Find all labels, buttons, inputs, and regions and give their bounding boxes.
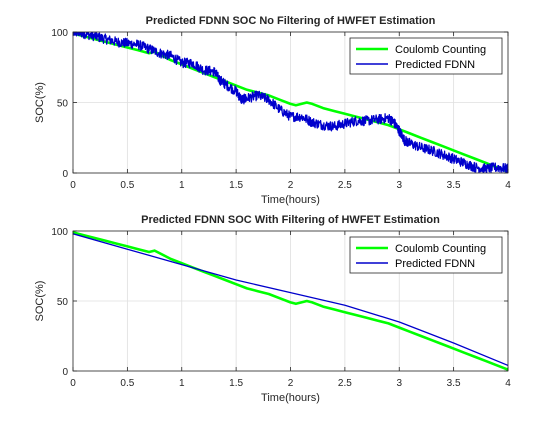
legend-label-1: Predicted FDNN: [395, 59, 475, 71]
y-axis-label: SOC(%): [34, 281, 46, 322]
x-axis-label: Time(hours): [261, 194, 320, 206]
y-axis-label: SOC(%): [34, 82, 46, 123]
series-line-1: [73, 233, 508, 367]
x-tick-label: 3.5: [447, 378, 461, 389]
x-tick-label: 2: [288, 378, 294, 389]
x-tick-label: 1.5: [229, 180, 243, 191]
series-group: [73, 231, 508, 371]
x-tick-label: 1.5: [229, 378, 243, 389]
x-tick-label: 2.5: [338, 180, 352, 191]
x-tick-label: 0: [70, 180, 76, 191]
y-tick-label: 50: [57, 297, 69, 308]
legend-label-0: Coulomb Counting: [395, 44, 486, 56]
series-line-0: [73, 32, 508, 173]
chart-title: Predicted FDNN SOC With Filtering of HWF…: [141, 214, 440, 226]
x-tick-label: 1: [179, 180, 185, 191]
x-tick-label: 4: [505, 180, 511, 191]
legend-label-0: Coulomb Counting: [395, 243, 486, 255]
y-tick-label: 0: [62, 367, 68, 378]
x-tick-label: 3: [396, 180, 402, 191]
x-tick-label: 0.5: [120, 378, 134, 389]
x-axis-label: Time(hours): [261, 392, 320, 404]
y-tick-label: 100: [51, 28, 68, 39]
y-tick-label: 0: [62, 169, 68, 180]
series-line-0: [73, 231, 508, 371]
legend-box: [349, 236, 503, 274]
chart-no-filtering: 0 0.5 1 1.5 2 2.5 3 3.5 4 0 50 100 Predicted FDNN SO…: [34, 15, 511, 206]
x-tick-label: 3.5: [447, 180, 461, 191]
chart-with-filtering: 0 0.5 1 1.5 2 2.5 3 3.5 4 0 50 100 Predicted FDNN SO…: [34, 214, 511, 404]
x-tick-label: 1: [179, 378, 185, 389]
legend-label-1: Predicted FDNN: [395, 258, 475, 270]
x-tick-label: 2: [288, 180, 294, 191]
series-group: [73, 32, 508, 173]
y-tick-label: 50: [57, 99, 69, 110]
chart-title: Predicted FDNN SOC No Filtering of HWFET…: [146, 15, 436, 27]
series-line-1: [73, 32, 508, 173]
legend-box: [349, 37, 503, 75]
y-tick-label: 100: [51, 227, 68, 238]
x-tick-label: 0: [70, 378, 76, 389]
x-tick-label: 0.5: [120, 180, 134, 191]
x-tick-label: 4: [505, 378, 511, 389]
x-tick-label: 3: [396, 378, 402, 389]
x-tick-label: 2.5: [338, 378, 352, 389]
